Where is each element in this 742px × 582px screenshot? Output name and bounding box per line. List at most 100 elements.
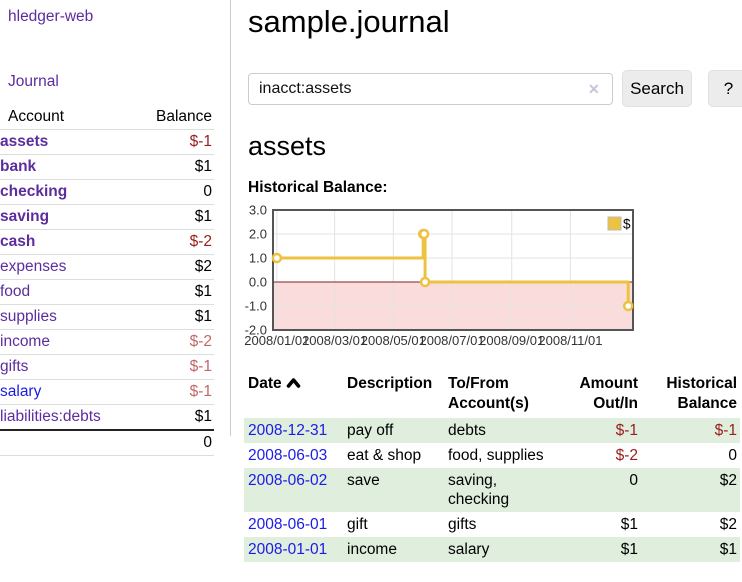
account-link-assets[interactable]: assets — [0, 133, 49, 150]
svg-text:3.0: 3.0 — [249, 204, 267, 218]
account-balance: $1 — [135, 304, 214, 330]
account-row: assets $-1 — [0, 129, 214, 155]
account-balance: $-1 — [135, 129, 214, 155]
account-link-income[interactable]: income — [0, 333, 50, 350]
account-balance: 0 — [135, 179, 214, 205]
search-form: ✕ Search ? — [248, 70, 742, 107]
account-row: bank $1 — [0, 154, 214, 180]
brand-link[interactable]: hledger-web — [8, 8, 94, 25]
transaction-description: pay off — [347, 422, 394, 439]
account-link-salary[interactable]: salary — [0, 383, 42, 400]
transaction-amount: 0 — [629, 472, 638, 489]
date-column-header[interactable]: Date — [244, 372, 343, 418]
account-balance: $1 — [135, 204, 214, 230]
search-button[interactable]: Search — [622, 70, 692, 107]
sort-ascending-icon — [286, 375, 301, 395]
account-link-checking[interactable]: checking — [0, 183, 68, 200]
transaction-date-link[interactable]: 2008-12-31 — [248, 422, 328, 439]
search-input[interactable] — [248, 73, 613, 105]
account-balance: $1 — [135, 154, 214, 180]
account-row: checking 0 — [0, 179, 214, 205]
account-balance: $2 — [135, 254, 214, 280]
svg-text:-2.0: -2.0 — [245, 323, 267, 338]
sidebar-item-journal[interactable]: Journal — [8, 73, 59, 90]
balance-column-header: Historical Balance — [666, 375, 737, 412]
account-balance: $1 — [135, 404, 214, 431]
account-balance: $-1 — [135, 354, 214, 380]
svg-text:2008/01/01: 2008/01/01 — [244, 333, 309, 348]
transaction-description: gift — [347, 516, 368, 533]
accounts-table: Account Balance assets $-1 bank $1 check… — [0, 105, 214, 456]
svg-text:1.0: 1.0 — [249, 251, 267, 266]
account-row: salary $-1 — [0, 379, 214, 405]
transaction-amount: $-2 — [615, 447, 638, 464]
main-content: sample.journal ✕ Search ? assets Histori… — [240, 0, 742, 562]
transaction-amount: $1 — [620, 516, 638, 533]
transaction-accounts: food, supplies — [448, 447, 544, 464]
account-row: gifts $-1 — [0, 354, 214, 380]
account-balance: $1 — [135, 279, 214, 305]
accounts-header-row: Account Balance — [0, 105, 214, 130]
svg-text:2008/09/01: 2008/09/01 — [479, 333, 544, 348]
transaction-date-link[interactable]: 2008-06-01 — [248, 516, 328, 533]
transaction-balance: $2 — [719, 472, 737, 489]
account-link-expenses[interactable]: expenses — [0, 258, 67, 275]
account-balance: $-2 — [135, 229, 214, 255]
transaction-balance: $2 — [719, 516, 737, 533]
svg-text:2008/11/01: 2008/11/01 — [538, 333, 602, 348]
historical-balance-chart[interactable]: $ 3.0 2.0 1.0 0.0 -1.0 -2.02008/01/012008/03/… — [240, 204, 640, 350]
help-button[interactable]: ? — [708, 70, 742, 107]
account-link-saving[interactable]: saving — [0, 208, 50, 225]
account-link-liabilities-debts[interactable]: liabilities:debts — [0, 408, 101, 425]
clear-search-icon[interactable]: ✕ — [588, 81, 600, 97]
svg-text:0.0: 0.0 — [249, 275, 267, 290]
transaction-accounts: gifts — [448, 516, 477, 533]
sidebar-divider — [230, 0, 231, 436]
account-row: expenses $2 — [0, 254, 214, 280]
section-heading: assets — [248, 131, 327, 161]
transaction-accounts: debts — [448, 422, 486, 439]
register-header-row: Date Description To/From Account(s) Amou… — [244, 372, 740, 418]
sidebar: hledger-web Journal Account Balance asse… — [0, 0, 230, 582]
transaction-description: eat & shop — [347, 447, 422, 464]
transaction-description: save — [347, 472, 380, 489]
account-row: supplies $1 — [0, 304, 214, 330]
page-title: sample.journal — [248, 4, 450, 39]
balance-column-header: Balance — [135, 105, 214, 130]
svg-text:2008/03/01: 2008/03/01 — [302, 333, 367, 348]
transaction-balance: $-1 — [714, 422, 737, 439]
account-link-bank[interactable]: bank — [0, 158, 37, 175]
transaction-date-link[interactable]: 2008-01-01 — [248, 541, 328, 558]
transaction-balance: 0 — [728, 447, 737, 464]
transaction-date-link[interactable]: 2008-06-03 — [248, 447, 328, 464]
account-row: cash $-2 — [0, 229, 214, 255]
transaction-date-link[interactable]: 2008-06-02 — [248, 472, 328, 489]
transaction-accounts: salary — [448, 541, 490, 558]
transaction-accounts: saving, checking — [448, 472, 510, 508]
total-balance: 0 — [135, 429, 214, 456]
chart-axis-labels: 3.0 2.0 1.0 0.0 -1.0 -2.02008/01/012008/03/01… — [244, 204, 602, 348]
account-link-gifts[interactable]: gifts — [0, 358, 29, 375]
amount-column-header: Amount Out/In — [579, 375, 638, 412]
register-row: 2008-06-03 eat & shop food, supplies $-2… — [244, 443, 740, 468]
chart-border — [272, 209, 634, 331]
account-link-cash[interactable]: cash — [0, 233, 36, 250]
transaction-amount: $-1 — [615, 422, 638, 439]
svg-text:-1.0: -1.0 — [245, 299, 267, 314]
legend-label: $ — [623, 217, 631, 232]
account-link-food[interactable]: food — [0, 283, 31, 300]
register-row: 2008-12-31 pay off debts $-1 $-1 — [244, 418, 740, 443]
legend-swatch — [607, 216, 622, 231]
description-column-header: Description — [347, 375, 433, 392]
account-row: saving $1 — [0, 204, 214, 230]
register-table: Date Description To/From Account(s) Amou… — [244, 372, 740, 562]
account-balance: $-2 — [135, 329, 214, 355]
svg-text:2008/05/01: 2008/05/01 — [361, 333, 426, 348]
account-link-supplies[interactable]: supplies — [0, 308, 57, 325]
transaction-amount: $1 — [620, 541, 638, 558]
transaction-description: income — [347, 541, 397, 558]
register-row: 2008-06-01 gift gifts $1 $2 — [244, 512, 740, 537]
account-row: liabilities:debts $1 — [0, 404, 214, 431]
transaction-balance: $1 — [719, 541, 737, 558]
account-column-header: Account — [0, 105, 136, 130]
